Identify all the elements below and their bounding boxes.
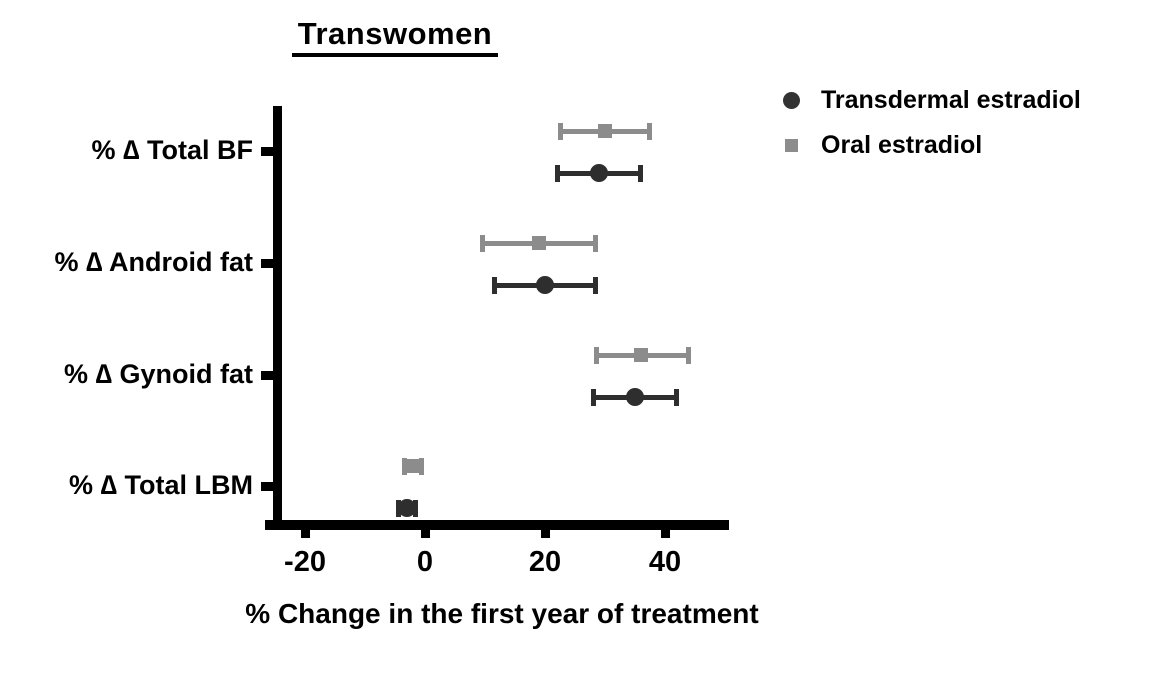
x-tick [541, 528, 550, 538]
x-tick-label: 0 [416, 546, 434, 578]
error-bar-cap-left [555, 165, 560, 182]
error-bar-cap-right [638, 165, 643, 182]
chart-title: Transwomen [291, 16, 499, 57]
error-bar-cap-right [593, 235, 598, 252]
circle-marker-icon [780, 89, 802, 111]
y-axis-line [273, 106, 282, 530]
x-axis-label: % Change in the first year of treatment [245, 598, 759, 629]
marker-circle [398, 499, 416, 517]
error-bar-cap-left [492, 277, 497, 294]
y-tick [261, 259, 274, 268]
square-marker-icon [780, 134, 802, 156]
marker-square [532, 236, 546, 250]
x-axis-line [265, 520, 729, 530]
error-bar-cap-left [594, 347, 599, 364]
category-label: % ∆ Android fat [54, 247, 253, 277]
error-bar-cap-left [591, 389, 596, 406]
marker-square [406, 459, 420, 473]
x-tick [661, 528, 670, 538]
error-bar-cap-left [480, 235, 485, 252]
x-tick [421, 528, 430, 538]
marker-square [598, 124, 612, 138]
legend: Transdermal estradiol Oral estradiol [780, 84, 1081, 161]
marker-circle [536, 276, 554, 294]
legend-item-oral: Oral estradiol [780, 129, 1081, 161]
category-label: % ∆ Total LBM [68, 470, 253, 500]
marker-square [634, 348, 648, 362]
error-bar-cap-right [419, 458, 424, 475]
chart-title-wrap: Transwomen [0, 16, 790, 57]
legend-label-transdermal: Transdermal estradiol [821, 85, 1081, 114]
x-tick-label: 40 [648, 546, 682, 578]
error-bar-cap-left [558, 123, 563, 140]
y-tick [261, 482, 274, 491]
marker-circle [590, 164, 608, 182]
legend-item-transdermal: Transdermal estradiol [780, 84, 1081, 116]
x-tick-label: -20 [284, 546, 326, 578]
category-label: % ∆ Total BF [91, 135, 253, 165]
marker-circle [626, 388, 644, 406]
error-bar-cap-left [402, 458, 407, 475]
x-tick-label: 20 [528, 546, 562, 578]
error-bar-cap-right [647, 123, 652, 140]
error-bar-cap-right [686, 347, 691, 364]
category-label: % ∆ Gynoid fat [63, 359, 253, 389]
x-tick [301, 528, 310, 538]
error-bar-cap-right [593, 277, 598, 294]
y-tick [261, 147, 274, 156]
error-bar-cap-right [674, 389, 679, 406]
legend-label-oral: Oral estradiol [821, 130, 983, 159]
y-tick [261, 371, 274, 380]
